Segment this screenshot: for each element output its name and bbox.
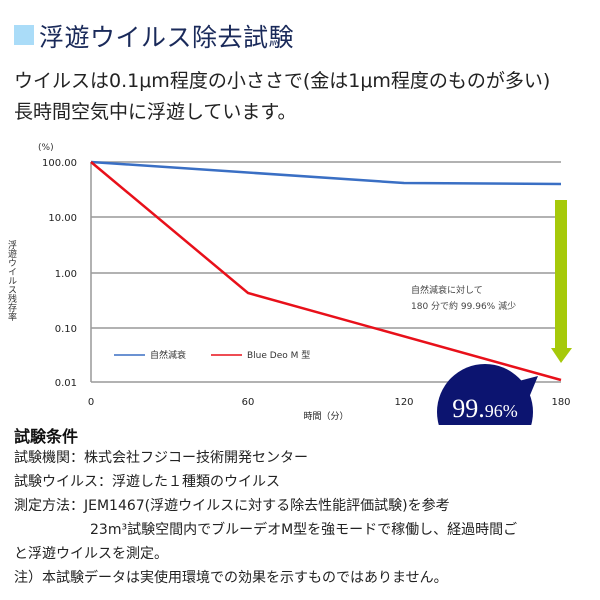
svg-text:99.96%: 99.96%	[452, 394, 518, 423]
y-tick: 0.01	[55, 378, 77, 389]
series-blue-deo-m	[90, 161, 562, 382]
y-axis-label: 浮遊ウイルス残存率	[6, 239, 17, 322]
removal-callout-bubble: 99.96% 除去	[437, 364, 538, 425]
gridlines	[90, 161, 561, 383]
condition-line: 23m³試験空間内でブルーデオM型を強モードで稼働し、経過時間ご	[90, 522, 518, 538]
page-title: 浮遊ウイルス除去試験	[39, 23, 295, 52]
condition-line: 測定方法：JEM1467(浮遊ウイルスに対する除去性能評価試験)を参考	[14, 498, 450, 514]
legend-label-natural: 自然減衰	[150, 349, 186, 361]
y-unit-label: (%)	[38, 143, 54, 153]
y-tick-labels: 100.00 10.00 1.00 0.10 0.01	[42, 158, 77, 389]
virus-removal-chart: (%) 100.00 10.00 1.00 0.10 0.01 浮遊ウイルス残存…	[6, 143, 572, 425]
callout-value: 99.	[452, 394, 485, 423]
condition-line: 試験機関：株式会社フジコー技術開発センター	[14, 450, 308, 466]
condition-note: 注）本試験データは実使用環境での効果を示すものではありません。	[14, 570, 448, 586]
x-axis-label: 時間（分）	[303, 411, 348, 422]
title-marker	[14, 25, 34, 45]
annotation-line-1: 自然減衰に対して	[411, 284, 483, 296]
condition-line: 試験ウイルス：浮遊した１種類のウイルス	[14, 474, 280, 490]
conditions-title: 試験条件	[14, 427, 79, 446]
legend: 自然減衰 Blue Deo M 型	[114, 349, 310, 361]
condition-line: と浮遊ウイルスを測定。	[14, 546, 168, 562]
x-tick: 180	[551, 397, 570, 408]
x-tick: 120	[394, 397, 413, 408]
callout-value-small: 96%	[485, 401, 518, 421]
y-tick: 10.00	[48, 213, 77, 224]
x-tick: 0	[88, 397, 94, 408]
y-tick: 100.00	[42, 158, 77, 169]
x-tick-labels: 0 60 120 180	[88, 397, 571, 408]
legend-label-product: Blue Deo M 型	[247, 350, 310, 361]
intro-line-2: 長時間空気中に浮遊しています。	[14, 101, 297, 123]
annotation-line-2: 180 分で約 99.96% 減少	[411, 300, 516, 312]
reduction-arrow-icon	[551, 200, 572, 363]
intro-line-1: ウイルスは0.1μm程度の小ささで(金は1μm程度のものが多い)	[14, 70, 551, 92]
series-natural-decay	[90, 160, 562, 186]
x-tick: 60	[242, 397, 255, 408]
y-tick: 1.00	[55, 269, 77, 280]
y-tick: 0.10	[55, 324, 77, 335]
